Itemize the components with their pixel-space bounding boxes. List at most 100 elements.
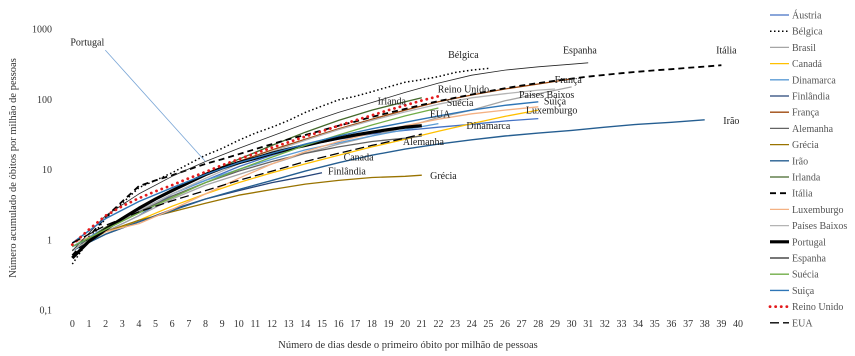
annotation-label: Itália bbox=[716, 46, 737, 57]
x-tick-label: 4 bbox=[136, 319, 141, 330]
annotation-label: Reino Unido bbox=[438, 84, 489, 95]
legend-label: Luxemburgo bbox=[792, 205, 843, 216]
x-tick-label: 36 bbox=[666, 319, 676, 330]
x-tick-label: 18 bbox=[367, 319, 377, 330]
x-tick-label: 24 bbox=[467, 319, 477, 330]
annotation-label: Canada bbox=[344, 153, 375, 164]
legend-label: Dinamarca bbox=[792, 75, 836, 86]
y-tick-label: 100 bbox=[37, 95, 52, 106]
x-tick-label: 23 bbox=[450, 319, 460, 330]
y-tick-label: 1 bbox=[47, 235, 52, 246]
series-line-irao bbox=[71, 119, 705, 252]
series-line-canada bbox=[72, 109, 539, 252]
x-tick-label: 15 bbox=[317, 319, 327, 330]
x-tick-label: 38 bbox=[700, 319, 710, 330]
legend-label: Itália bbox=[792, 189, 813, 200]
annotation-label: Dinamarca bbox=[466, 121, 510, 132]
x-tick-label: 8 bbox=[203, 319, 208, 330]
series-line-grecia bbox=[71, 174, 422, 252]
series-line-luxemburgo bbox=[72, 106, 539, 244]
annotation-label: Alemanha bbox=[403, 137, 445, 148]
x-tick-label: 11 bbox=[251, 319, 261, 330]
annotation-pointer bbox=[105, 49, 206, 162]
annotation-label: EUA bbox=[430, 109, 451, 120]
annotation-label: Bélgica bbox=[448, 50, 479, 61]
legend-label: Suécia bbox=[792, 270, 819, 281]
y-tick-label: 10 bbox=[42, 165, 52, 176]
legend-label: Finlândia bbox=[792, 92, 830, 103]
legend-label: França bbox=[792, 108, 820, 119]
series-line-paises-baixos bbox=[71, 88, 555, 252]
annotation-label: Luxemburgo bbox=[526, 106, 577, 117]
annotation-label: Finlândia bbox=[328, 167, 366, 178]
x-tick-label: 29 bbox=[550, 319, 560, 330]
x-tick-label: 26 bbox=[500, 319, 510, 330]
x-tick-label: 34 bbox=[633, 319, 643, 330]
x-tick-label: 37 bbox=[683, 319, 693, 330]
x-tick-label: 7 bbox=[186, 319, 191, 330]
x-tick-label: 30 bbox=[567, 319, 577, 330]
x-tick-label: 10 bbox=[234, 319, 244, 330]
x-tick-label: 31 bbox=[583, 319, 593, 330]
plot-lines bbox=[70, 62, 722, 265]
annotation-label: Suécia bbox=[447, 98, 474, 109]
annotation-label: Irlanda bbox=[378, 96, 407, 107]
x-tick-label: 39 bbox=[716, 319, 726, 330]
annotation-label: Países Baixos bbox=[519, 90, 574, 101]
series-line-austria bbox=[72, 117, 539, 248]
legend-label: Bélgica bbox=[792, 27, 823, 38]
series-line-reino-unido bbox=[70, 94, 440, 247]
x-tick-label: 1 bbox=[86, 319, 91, 330]
annotation-label: Irão bbox=[723, 116, 739, 127]
annotation-label: Portugal bbox=[70, 38, 104, 49]
legend-label: Suiça bbox=[792, 286, 815, 297]
x-tick-label: 0 bbox=[70, 319, 75, 330]
x-tick-label: 5 bbox=[153, 319, 158, 330]
series-line-suecia bbox=[72, 107, 439, 248]
x-tick-label: 32 bbox=[600, 319, 610, 330]
legend-label: Grécia bbox=[792, 140, 819, 151]
x-tick-label: 40 bbox=[733, 319, 743, 330]
x-tick-label: 17 bbox=[350, 319, 360, 330]
legend-label: Reino Unido bbox=[792, 302, 843, 313]
x-tick-label: 35 bbox=[650, 319, 660, 330]
x-tick-label: 27 bbox=[517, 319, 527, 330]
x-axis-title: Número de dias desde o primeiro óbito po… bbox=[278, 340, 538, 351]
x-tick-label: 21 bbox=[417, 319, 427, 330]
series-line-eua bbox=[71, 133, 422, 244]
x-tick-label: 33 bbox=[617, 319, 627, 330]
annotations: Portugal Bélgica Espanha Itália França Reino … bbox=[70, 38, 739, 182]
x-tick-label: 6 bbox=[170, 319, 175, 330]
series-line-suica bbox=[71, 101, 539, 244]
x-tick-label: 20 bbox=[400, 319, 410, 330]
legend-label: Alemanha bbox=[792, 124, 834, 135]
series-line-italia bbox=[71, 64, 722, 256]
annotation-label: Espanha bbox=[563, 46, 597, 57]
x-tick-label: 12 bbox=[267, 319, 277, 330]
y-axis-title: Número acumulado de óbitos por milhão de… bbox=[8, 58, 19, 278]
legend: Áustria Bélgica Brasil Canadá Dinamarca Finlâ… bbox=[768, 10, 847, 329]
series-line-espanha bbox=[72, 62, 589, 251]
x-tick-label: 28 bbox=[533, 319, 543, 330]
y-tick-label: 1000 bbox=[32, 25, 52, 36]
x-tick-label: 9 bbox=[220, 319, 225, 330]
legend-label: Espanha bbox=[792, 254, 826, 265]
series-line-brasil bbox=[71, 86, 572, 252]
legend-label: Brasil bbox=[792, 43, 816, 54]
x-tick-label: 19 bbox=[384, 319, 394, 330]
x-tick-label: 25 bbox=[483, 319, 493, 330]
annotation-label: Suiça bbox=[544, 96, 567, 107]
legend-label: Áustria bbox=[792, 10, 822, 22]
x-tick-label: 3 bbox=[120, 319, 125, 330]
series-line-belgica bbox=[71, 67, 489, 265]
legend-label: EUA bbox=[792, 318, 813, 329]
legend-label: Irão bbox=[792, 156, 808, 167]
x-tick-label: 13 bbox=[284, 319, 294, 330]
x-tick-label: 16 bbox=[334, 319, 344, 330]
y-tick-label: 0,1 bbox=[40, 306, 53, 317]
x-tick-label: 14 bbox=[300, 319, 310, 330]
legend-label: Portugal bbox=[792, 237, 826, 248]
